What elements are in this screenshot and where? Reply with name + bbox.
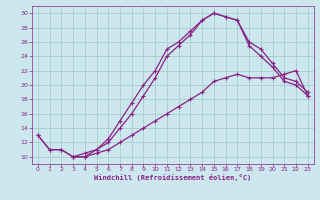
X-axis label: Windchill (Refroidissement éolien,°C): Windchill (Refroidissement éolien,°C) [94,174,252,181]
